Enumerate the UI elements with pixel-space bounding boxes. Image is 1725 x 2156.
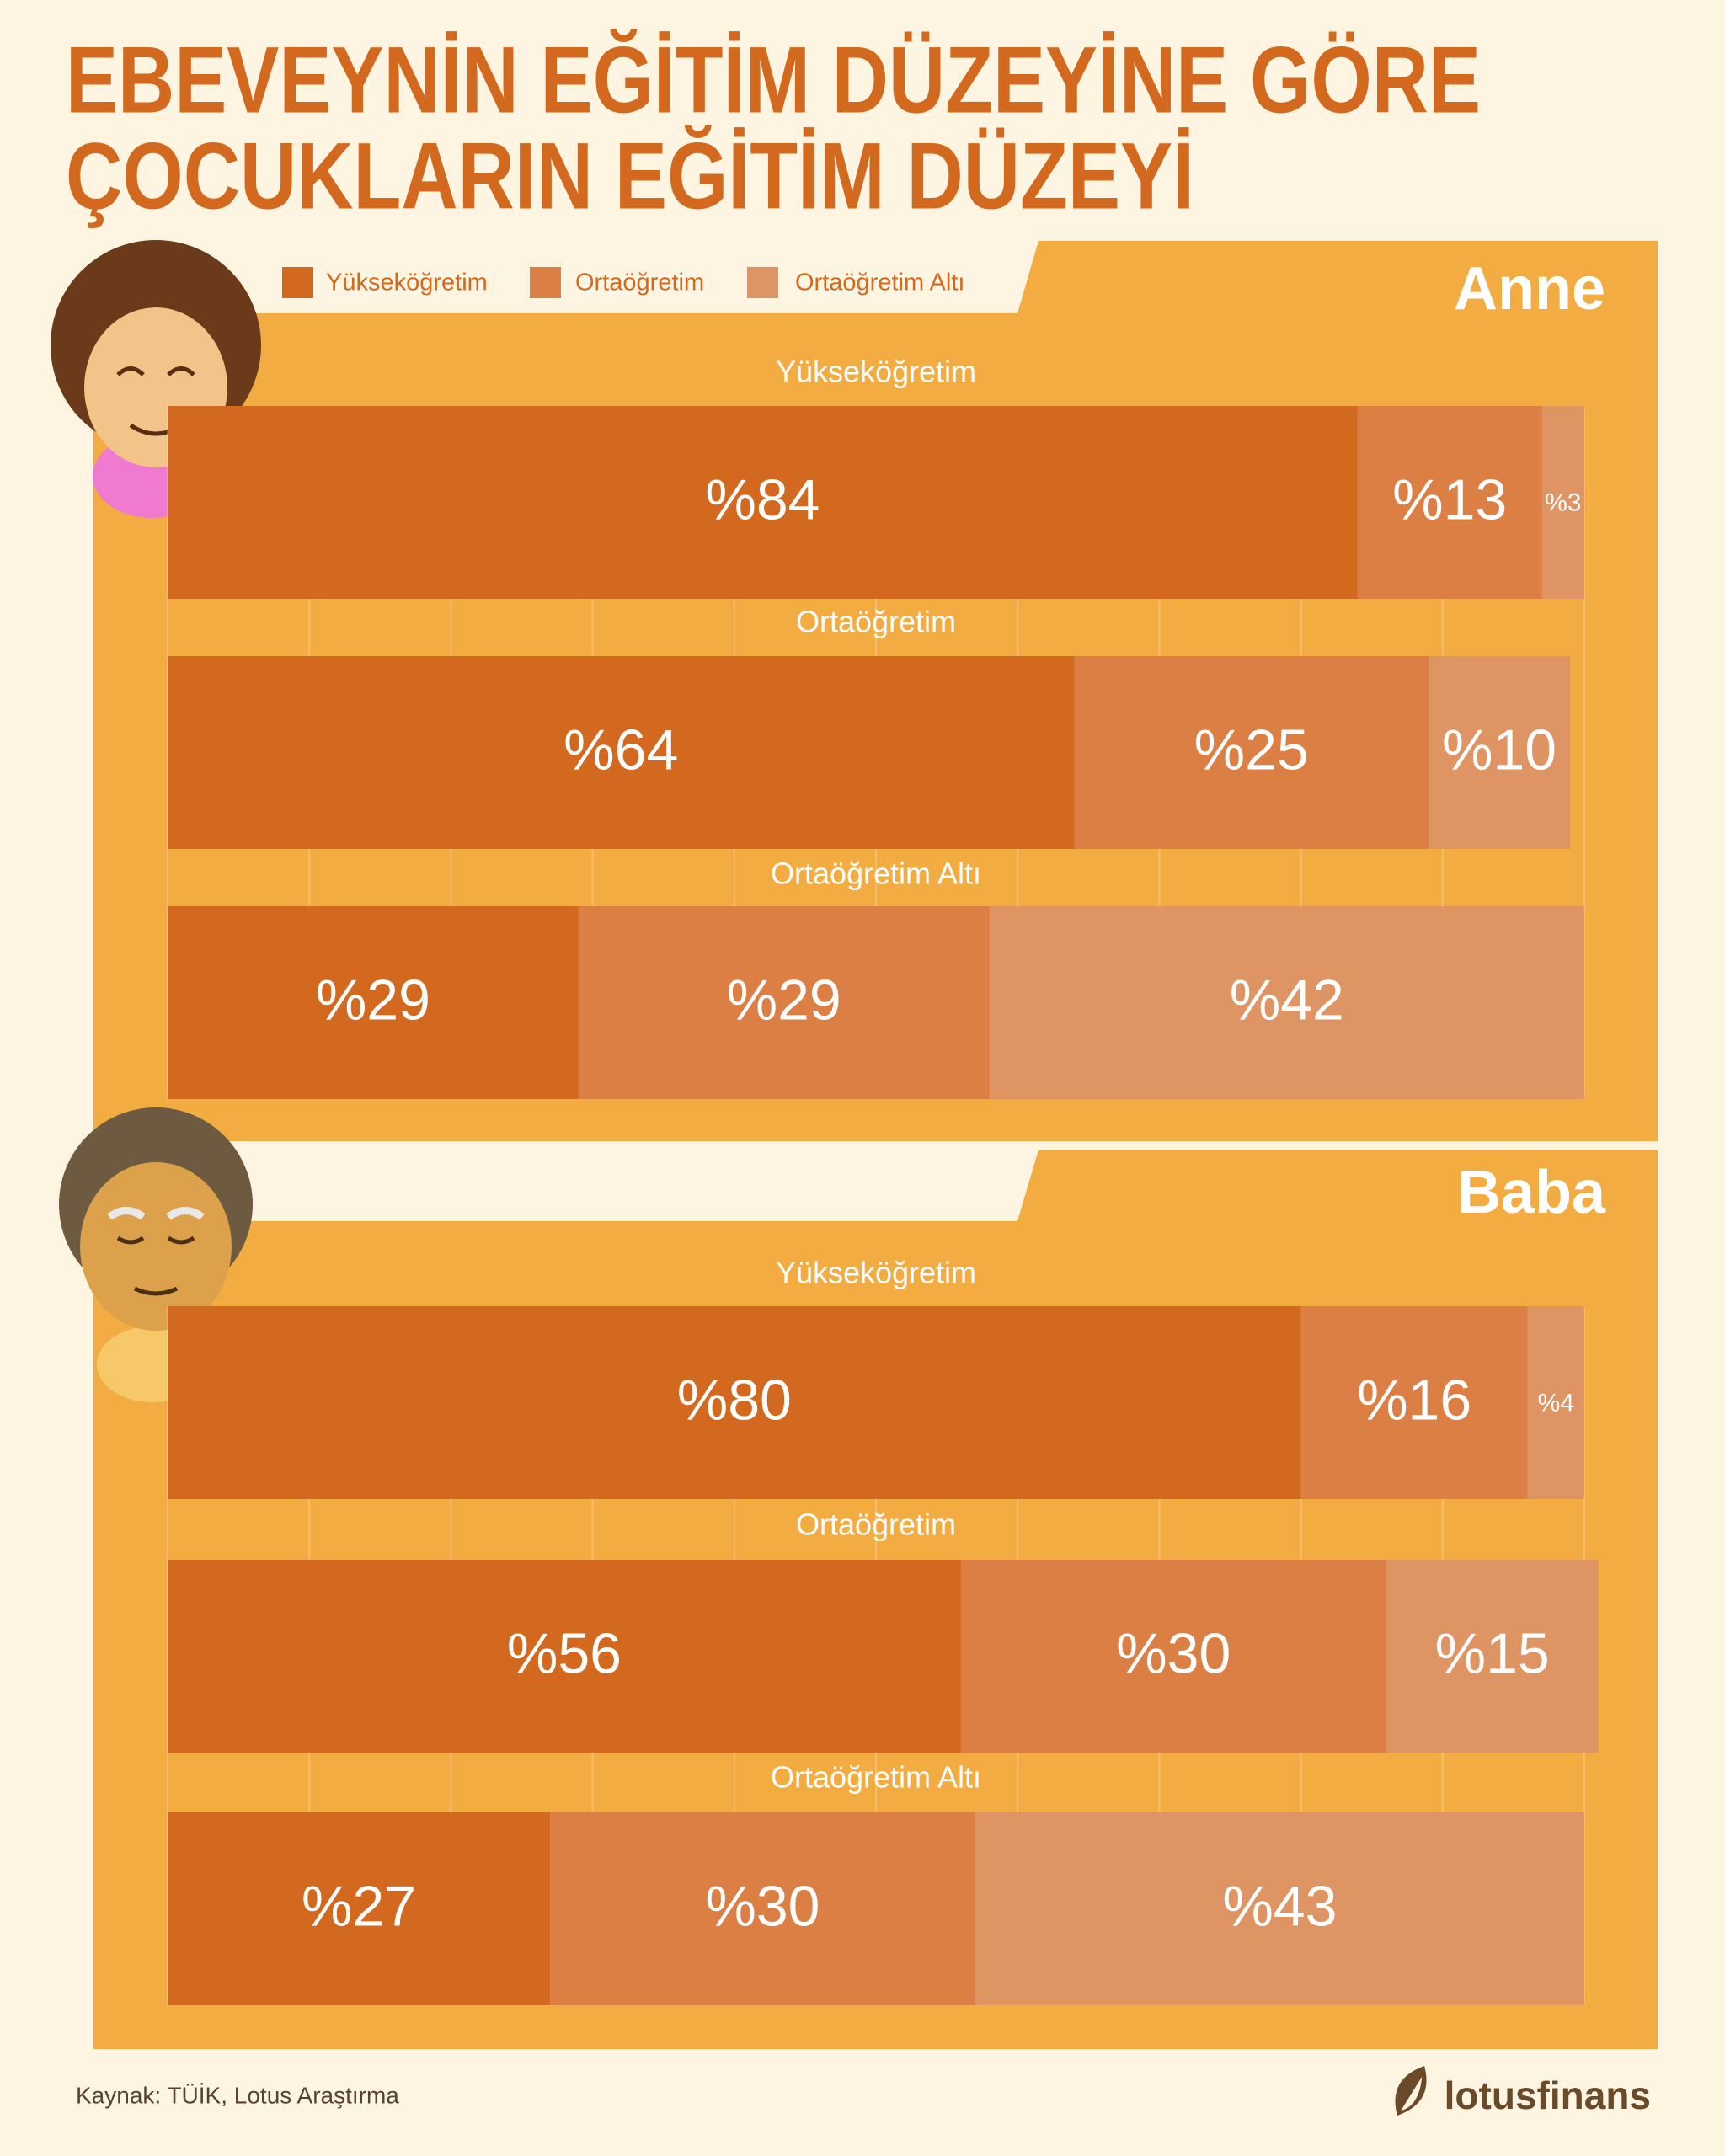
category-label: Ortaöğretim (796, 605, 956, 639)
panel-title: Baba (1457, 1159, 1606, 1226)
category-label: Ortaöğretim Altı (771, 1760, 981, 1795)
bar-segment (550, 1812, 975, 2005)
bar-segment (578, 906, 990, 1099)
bar-segment (1357, 406, 1542, 599)
legend-swatch (530, 267, 561, 298)
bar-segment (989, 906, 1584, 1099)
value-label: %25 (1194, 718, 1309, 782)
category-label: Ortaöğretim (796, 1508, 956, 1542)
brand: lotusfinans (1445, 2073, 1651, 2117)
bar-segment (1428, 656, 1571, 849)
value-label: %84 (705, 467, 820, 531)
category-label: Yükseköğretim (776, 1256, 976, 1290)
value-label: %42 (1230, 968, 1344, 1032)
value-label: %4 (1538, 1389, 1574, 1417)
bar-segment (1541, 406, 1584, 599)
avatar-father (59, 1107, 253, 1402)
value-label: %13 (1392, 467, 1507, 531)
bar-segment (168, 1306, 1301, 1499)
source: Kaynak: TÜİK, Lotus Araştırma (76, 2082, 399, 2108)
title-line: ÇOCUKLARIN EĞİTİM DÜZEYİ (66, 124, 1194, 229)
value-label: %56 (507, 1621, 622, 1685)
value-label: %3 (1545, 488, 1581, 516)
bar-segment (1074, 656, 1429, 849)
legend-label: Ortaöğretim (575, 270, 704, 296)
bar-segment (1386, 1560, 1599, 1753)
legend-swatch (282, 267, 313, 298)
value-label: %64 (563, 718, 678, 782)
value-label: %30 (705, 1874, 820, 1938)
bar-segment (168, 1560, 961, 1753)
legend-label: Ortaöğretim Altı (795, 270, 964, 296)
value-label: %29 (727, 968, 841, 1032)
bar-segment (975, 1812, 1584, 2005)
value-label: %10 (1442, 718, 1557, 782)
value-label: %43 (1222, 1874, 1337, 1938)
bar-segment (168, 906, 579, 1099)
bar-segment (168, 406, 1358, 599)
bar-segment (168, 1812, 551, 2005)
value-label: %30 (1116, 1621, 1231, 1685)
brand-logo (1395, 2066, 1427, 2116)
value-label: %27 (302, 1874, 416, 1938)
bar-segment (1527, 1306, 1584, 1499)
value-label: %80 (677, 1368, 792, 1432)
legend-label: Yükseköğretim (326, 270, 488, 296)
title-line: EBEVEYNİN EĞİTİM DÜZEYİNE GÖRE (66, 28, 1481, 133)
panel-title: Anne (1454, 255, 1605, 323)
category-label: Ortaöğretim Altı (771, 857, 981, 891)
value-label: %29 (316, 968, 430, 1032)
category-label: Yükseköğretim (776, 355, 976, 389)
value-label: %15 (1435, 1621, 1550, 1685)
value-label: %16 (1357, 1368, 1471, 1432)
bar-segment (1300, 1306, 1528, 1499)
bar-segment (168, 656, 1075, 849)
bar-segment (960, 1560, 1386, 1753)
legend-swatch (747, 267, 778, 298)
